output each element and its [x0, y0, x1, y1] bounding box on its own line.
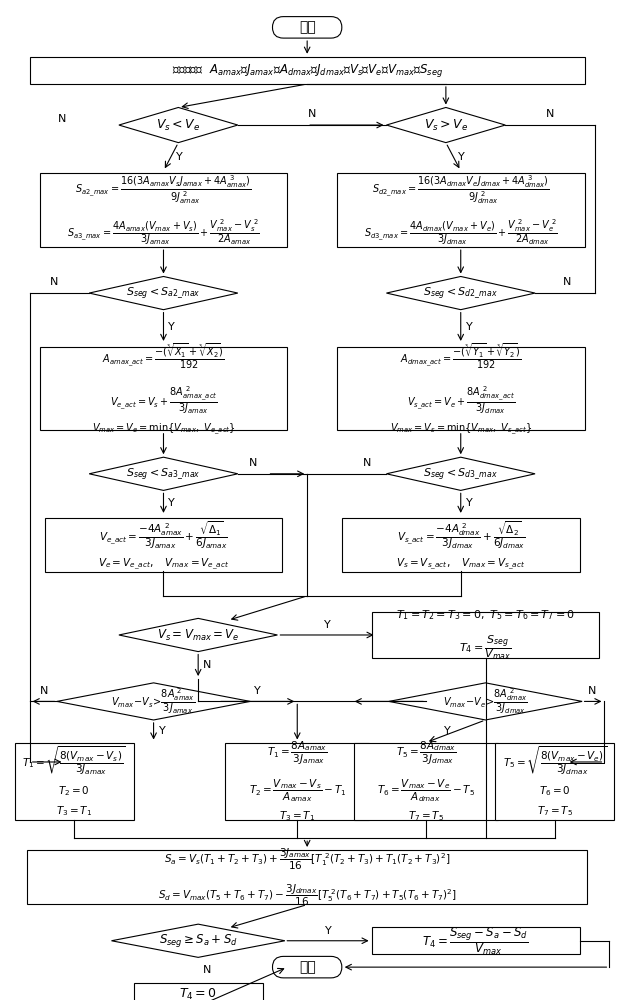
- Text: $S_{a2\_max} = \dfrac{16(3A_{amax}V_sJ_{amax}+4A_{amax}^{\ 3})}{9J_{amax}^{\ 2}}: $S_{a2\_max} = \dfrac{16(3A_{amax}V_sJ_{…: [67, 173, 260, 247]
- Polygon shape: [389, 683, 582, 720]
- Text: Y: Y: [466, 322, 472, 332]
- Text: $S_{seg} < S_{a2\_max}$: $S_{seg} < S_{a2\_max}$: [126, 285, 201, 301]
- Text: Y: Y: [325, 926, 331, 936]
- Text: $V_{s\_act} = \dfrac{-4A_{dmax}^{\ 2}}{3J_{dmax}}+\dfrac{\sqrt{\Delta_2}}{6J_{dm: $V_{s\_act} = \dfrac{-4A_{dmax}^{\ 2}}{3…: [396, 519, 525, 572]
- Bar: [226, 743, 369, 820]
- Polygon shape: [112, 924, 285, 957]
- Text: 开始: 开始: [299, 20, 316, 34]
- Text: Y: Y: [466, 498, 472, 508]
- Text: $S_{seg} < S_{d2\_max}$: $S_{seg} < S_{d2\_max}$: [423, 285, 498, 301]
- Text: N: N: [203, 965, 211, 975]
- Bar: [40, 173, 287, 247]
- Text: Y: Y: [169, 322, 175, 332]
- Polygon shape: [386, 457, 535, 490]
- Text: Y: Y: [324, 620, 330, 630]
- Bar: [30, 57, 585, 84]
- Text: N: N: [58, 114, 66, 124]
- Text: $S_a = V_s(T_1+T_2+T_3)+\dfrac{3J_{amax}}{16}[T_1^{\ 2}(T_2+T_3)+T_1(T_2+T_3)^2]: $S_a = V_s(T_1+T_2+T_3)+\dfrac{3J_{amax}…: [158, 847, 456, 908]
- Bar: [354, 743, 498, 820]
- Text: Y: Y: [176, 152, 183, 162]
- Bar: [337, 173, 585, 247]
- FancyBboxPatch shape: [272, 17, 342, 38]
- Text: N: N: [308, 109, 316, 119]
- Text: Y: Y: [159, 726, 166, 736]
- Text: N: N: [203, 660, 211, 670]
- Bar: [27, 850, 587, 904]
- Bar: [40, 347, 287, 430]
- Polygon shape: [386, 276, 535, 310]
- Polygon shape: [386, 107, 505, 143]
- Text: $V_s < V_e$: $V_s < V_e$: [156, 117, 200, 133]
- FancyBboxPatch shape: [272, 956, 342, 978]
- Text: Y: Y: [458, 152, 465, 162]
- Text: $V_{max}\!-\!V_s\!>\!\dfrac{8A_{amax}^{\ 2}}{3J_{amax}}$: $V_{max}\!-\!V_s\!>\!\dfrac{8A_{amax}^{\…: [112, 686, 196, 716]
- Text: N: N: [363, 458, 371, 468]
- Text: $S_{d2\_max} = \dfrac{16(3A_{dmax}V_eJ_{dmax}+4A_{dmax}^{\ 3})}{9J_{dmax}^{\ 2}}: $S_{d2\_max} = \dfrac{16(3A_{dmax}V_eJ_{…: [364, 173, 557, 247]
- Text: $T_4 = \dfrac{S_{seg}-S_a-S_d}{V_{max}}$: $T_4 = \dfrac{S_{seg}-S_a-S_d}{V_{max}}$: [422, 925, 529, 957]
- Text: Y: Y: [254, 686, 261, 696]
- Text: $T_4 = 0$: $T_4 = 0$: [179, 987, 217, 1000]
- Polygon shape: [89, 276, 238, 310]
- Text: $V_s = V_{max} = V_e$: $V_s = V_{max} = V_e$: [157, 627, 239, 643]
- Polygon shape: [57, 683, 250, 720]
- Polygon shape: [119, 107, 238, 143]
- Bar: [495, 743, 614, 820]
- Text: $T_1 = \dfrac{8A_{amax}}{3J_{amax}}$
$T_2 = \dfrac{V_{max}-V_s}{A_{amax}}-T_1$
$: $T_1 = \dfrac{8A_{amax}}{3J_{amax}}$ $T_…: [249, 740, 346, 823]
- Text: Y: Y: [444, 726, 451, 736]
- Text: 输入参数：  $A_{amax}$，$J_{amax}$，$A_{dmax}$，$J_{dmax}$，$V_s$，$V_e$，$V_{max}$，$S_{seg: 输入参数： $A_{amax}$，$J_{amax}$，$A_{dmax}$，$…: [172, 62, 443, 79]
- Text: $S_{seg} < S_{a3\_max}$: $S_{seg} < S_{a3\_max}$: [126, 466, 201, 482]
- Text: $T_1=T_2=T_3=0,\ T_5=T_6=T_7=0$
$T_4 = \dfrac{S_{seg}}{V_{max}}$: $T_1=T_2=T_3=0,\ T_5=T_6=T_7=0$ $T_4 = \…: [396, 608, 575, 662]
- Text: $A_{amax\_act} = \dfrac{-(\sqrt[3]{X_1}+\sqrt[3]{X_2})}{192}$
$V_{e\_act} = V_s : $A_{amax\_act} = \dfrac{-(\sqrt[3]{X_1}+…: [92, 341, 236, 437]
- Bar: [134, 983, 263, 1000]
- Text: $T_1 = \sqrt{\dfrac{8(V_{max}-V_s)}{3J_{amax}}}$
$T_2 = 0$
$T_3 = T_1$: $T_1 = \sqrt{\dfrac{8(V_{max}-V_s)}{3J_{…: [22, 745, 126, 818]
- Polygon shape: [119, 618, 277, 652]
- Text: N: N: [562, 277, 571, 287]
- Text: Y: Y: [169, 498, 175, 508]
- Text: $V_{max}\!-\!V_e\!>\!\dfrac{8A_{dmax}^{\ 2}}{3J_{dmax}}$: $V_{max}\!-\!V_e\!>\!\dfrac{8A_{dmax}^{\…: [443, 686, 528, 716]
- Text: N: N: [249, 458, 257, 468]
- Bar: [342, 518, 580, 572]
- Text: $S_{seg} \geq S_a + S_d$: $S_{seg} \geq S_a + S_d$: [159, 932, 237, 949]
- Polygon shape: [89, 457, 238, 490]
- Bar: [15, 743, 134, 820]
- Text: N: N: [50, 277, 59, 287]
- Text: $A_{dmax\_act} = \dfrac{-(\sqrt[3]{Y_1}+\sqrt[3]{Y_2})}{192}$
$V_{s\_act} = V_e : $A_{dmax\_act} = \dfrac{-(\sqrt[3]{Y_1}+…: [389, 341, 532, 437]
- Text: $V_s > V_e$: $V_s > V_e$: [423, 117, 468, 133]
- Text: N: N: [40, 686, 48, 696]
- Text: $T_5 = \dfrac{8A_{dmax}}{3J_{dmax}}$
$T_6 = \dfrac{V_{max}-V_e}{A_{dmax}}-T_5$
$: $T_5 = \dfrac{8A_{dmax}}{3J_{dmax}}$ $T_…: [377, 740, 475, 823]
- Text: $S_{seg} < S_{d3\_max}$: $S_{seg} < S_{d3\_max}$: [423, 466, 498, 482]
- Text: $V_{e\_act} = \dfrac{-4A_{amax}^{\ 2}}{3J_{amax}}+\dfrac{\sqrt{\Delta_1}}{6J_{am: $V_{e\_act} = \dfrac{-4A_{amax}^{\ 2}}{3…: [98, 519, 229, 572]
- Bar: [371, 927, 580, 954]
- Text: 结束: 结束: [299, 960, 316, 974]
- Text: $T_5 = \sqrt{\dfrac{8(V_{max}-V_e)}{3J_{dmax}}}$
$T_6 = 0$
$T_7 = T_5$: $T_5 = \sqrt{\dfrac{8(V_{max}-V_e)}{3J_{…: [503, 745, 607, 818]
- Bar: [371, 612, 600, 658]
- Bar: [337, 347, 585, 430]
- Bar: [45, 518, 282, 572]
- Text: N: N: [588, 686, 596, 696]
- Text: N: N: [546, 109, 554, 119]
